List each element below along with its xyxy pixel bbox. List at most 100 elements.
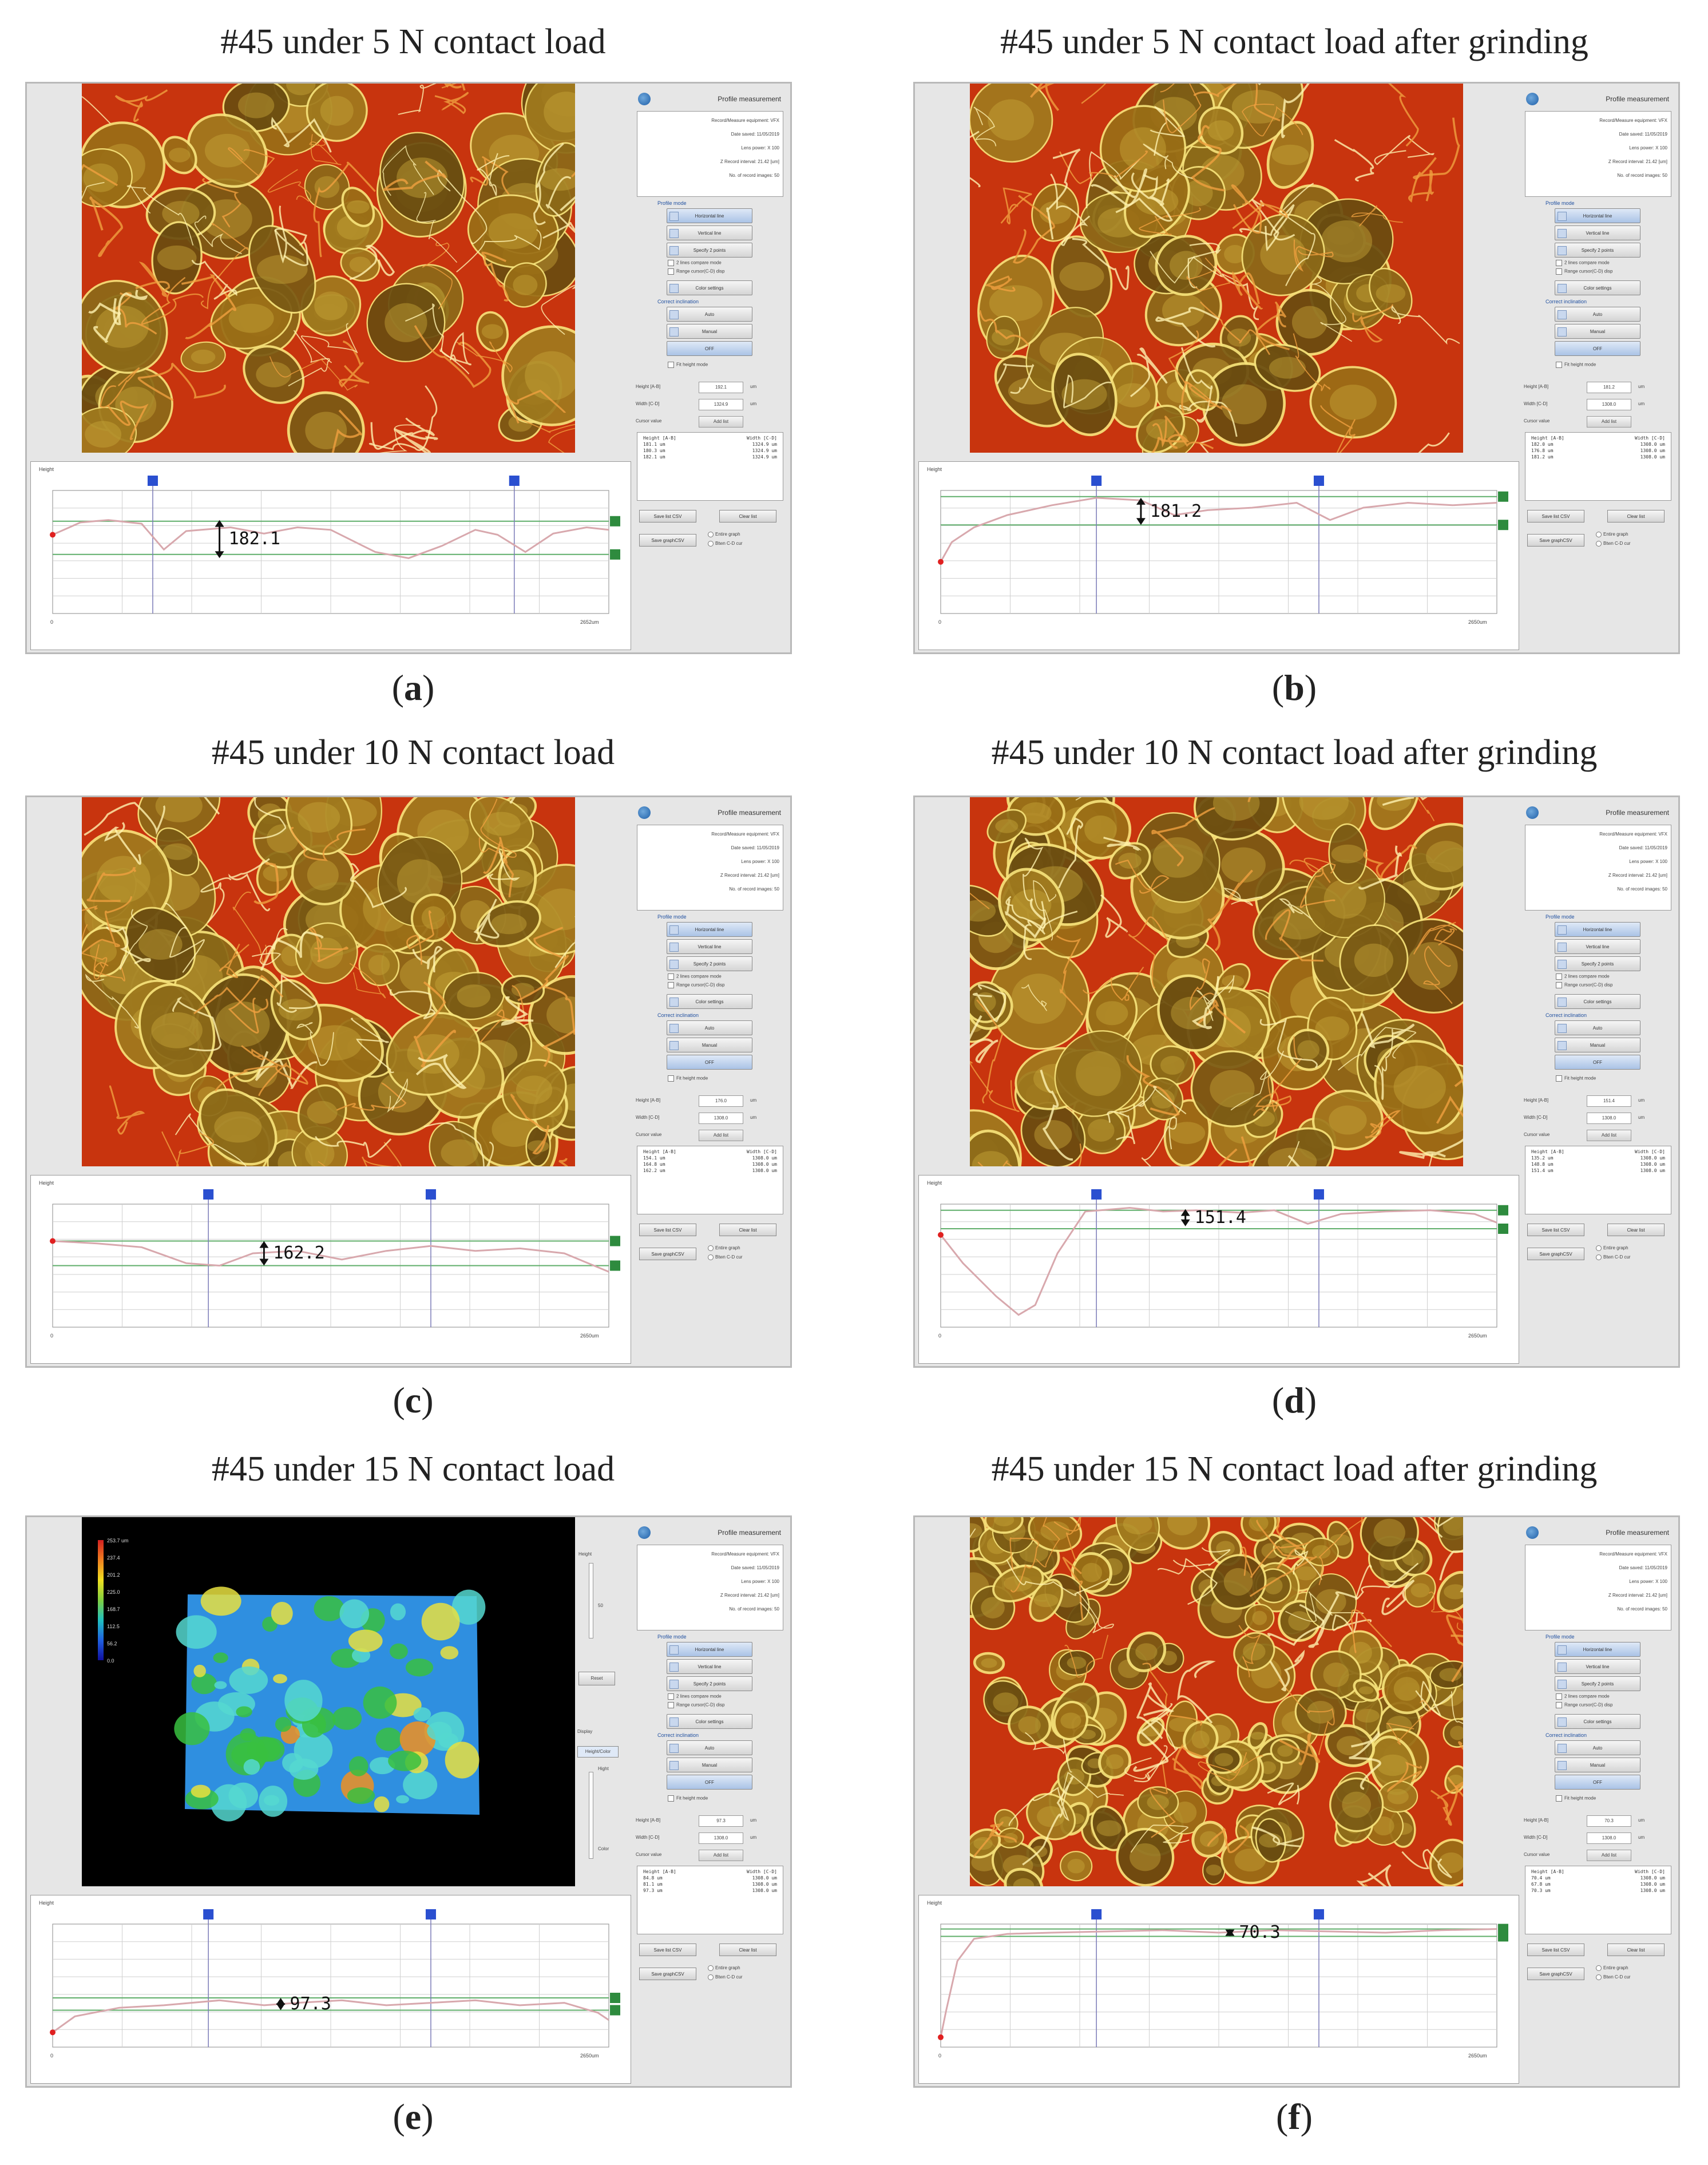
- measurement-list[interactable]: Height [A-B] Width [C-D] 154.1 um 1308.0 u…: [637, 1146, 783, 1214]
- measurement-list[interactable]: Height [A-B] Width [C-D] 135.2 um 1308.0 u…: [1525, 1146, 1671, 1214]
- clear-list-button[interactable]: Clear list: [719, 1944, 776, 1956]
- height-value-field[interactable]: 70.3: [1587, 1815, 1631, 1827]
- profile-graph[interactable]: [31, 462, 631, 650]
- save-list-csv-button[interactable]: Save list CSV: [1527, 1224, 1584, 1236]
- cursor-marker-b[interactable]: [1498, 520, 1508, 531]
- two-lines-compare-checkbox[interactable]: 2 lines compare mode: [668, 973, 787, 980]
- profile-graph[interactable]: [919, 462, 1519, 650]
- save-graph-csv-button[interactable]: Save graphCSV: [1527, 1968, 1584, 1980]
- auto-inclination-button[interactable]: Auto: [1555, 307, 1640, 322]
- clear-list-button[interactable]: Clear list: [1607, 1224, 1665, 1236]
- save-graph-csv-button[interactable]: Save graphCSV: [1527, 534, 1584, 547]
- specify-2-points-button[interactable]: Specify 2 points: [1555, 956, 1640, 971]
- list-item[interactable]: 182.1 um 1324.9 um: [643, 454, 777, 460]
- cursor-marker-c[interactable]: [1091, 1909, 1102, 1919]
- two-lines-compare-checkbox[interactable]: 2 lines compare mode: [1556, 260, 1675, 266]
- off-inclination-button[interactable]: OFF: [667, 341, 752, 356]
- clear-list-button[interactable]: Clear list: [1607, 1944, 1665, 1956]
- horizontal-line-button[interactable]: Horizontal line: [1555, 922, 1640, 937]
- save-list-csv-button[interactable]: Save list CSV: [1527, 510, 1584, 523]
- list-item[interactable]: 180.3 um 1324.9 um: [643, 448, 777, 453]
- save-graph-csv-button[interactable]: Save graphCSV: [639, 1968, 696, 1980]
- profile-graph-area[interactable]: Height 0 2652um 182.1: [30, 461, 631, 650]
- cursor-marker-c[interactable]: [147, 476, 158, 486]
- two-lines-compare-checkbox[interactable]: 2 lines compare mode: [1556, 1693, 1675, 1700]
- clear-list-button[interactable]: Clear list: [1607, 510, 1665, 523]
- add-list-button[interactable]: Add list: [699, 1130, 743, 1141]
- between-cd-radio[interactable]: Btwn C-D cur: [1596, 541, 1631, 547]
- list-item[interactable]: 162.2 um 1308.0 um: [643, 1168, 777, 1173]
- micrograph-view[interactable]: [970, 84, 1463, 453]
- cursor-marker-b[interactable]: [1498, 1931, 1508, 1942]
- auto-inclination-button[interactable]: Auto: [667, 307, 752, 322]
- micrograph-view[interactable]: [970, 797, 1463, 1166]
- off-inclination-button[interactable]: OFF: [667, 1055, 752, 1070]
- cursor-marker-d[interactable]: [1313, 1909, 1324, 1919]
- list-item[interactable]: 67.8 um 1308.0 um: [1531, 1882, 1665, 1887]
- color-slider[interactable]: [589, 1772, 593, 1859]
- width-value-field[interactable]: 1308.0: [699, 1832, 743, 1844]
- range-cursor-checkbox[interactable]: Range cursor(C-D) disp: [1556, 268, 1675, 275]
- fit-height-checkbox[interactable]: Fit height mode: [668, 362, 787, 368]
- color-settings-button[interactable]: Color settings: [667, 1714, 752, 1729]
- manual-inclination-button[interactable]: Manual: [667, 324, 752, 339]
- list-item[interactable]: 70.3 um 1308.0 um: [1531, 1888, 1665, 1893]
- entire-graph-radio[interactable]: Entire graph: [708, 1245, 740, 1251]
- width-value-field[interactable]: 1324.9: [699, 399, 743, 410]
- profile-graph[interactable]: [919, 1175, 1519, 1363]
- color-settings-button[interactable]: Color settings: [667, 994, 752, 1009]
- list-item[interactable]: 176.8 um 1308.0 um: [1531, 448, 1665, 453]
- profile-graph[interactable]: [31, 1175, 631, 1363]
- entire-graph-radio[interactable]: Entire graph: [708, 1965, 740, 1971]
- vertical-line-button[interactable]: Vertical line: [667, 939, 752, 954]
- list-item[interactable]: 84.8 um 1308.0 um: [643, 1875, 777, 1881]
- fit-height-checkbox[interactable]: Fit height mode: [1556, 1075, 1675, 1082]
- list-item[interactable]: 151.4 um 1308.0 um: [1531, 1168, 1665, 1173]
- cursor-marker-a[interactable]: [610, 1993, 620, 2003]
- list-item[interactable]: 181.1 um 1324.9 um: [643, 442, 777, 447]
- add-list-button[interactable]: Add list: [1587, 1850, 1631, 1861]
- list-item[interactable]: 164.8 um 1308.0 um: [643, 1162, 777, 1167]
- color-settings-button[interactable]: Color settings: [1555, 1714, 1640, 1729]
- two-lines-compare-checkbox[interactable]: 2 lines compare mode: [668, 260, 787, 266]
- auto-inclination-button[interactable]: Auto: [1555, 1020, 1640, 1035]
- cursor-marker-d[interactable]: [1313, 1189, 1324, 1200]
- horizontal-line-button[interactable]: Horizontal line: [1555, 1642, 1640, 1657]
- between-cd-radio[interactable]: Btwn C-D cur: [708, 541, 743, 547]
- height-value-field[interactable]: 97.3: [699, 1815, 743, 1827]
- list-item[interactable]: 70.4 um 1308.0 um: [1531, 1875, 1665, 1881]
- clear-list-button[interactable]: Clear list: [719, 510, 776, 523]
- profile-graph-area[interactable]: Height 0 2650um 162.2: [30, 1175, 631, 1364]
- cursor-marker-d[interactable]: [425, 1909, 436, 1919]
- height-slider[interactable]: [589, 1563, 593, 1638]
- save-graph-csv-button[interactable]: Save graphCSV: [639, 1248, 696, 1260]
- fit-height-checkbox[interactable]: Fit height mode: [1556, 362, 1675, 368]
- height-color-toggle[interactable]: Height/Color: [577, 1746, 619, 1758]
- vertical-line-button[interactable]: Vertical line: [1555, 225, 1640, 240]
- profile-graph-area[interactable]: Height 0 2650um 181.2: [918, 461, 1519, 650]
- specify-2-points-button[interactable]: Specify 2 points: [667, 956, 752, 971]
- profile-graph-area[interactable]: Height 0 2650um 97.3: [30, 1895, 631, 2084]
- measurement-list[interactable]: Height [A-B] Width [C-D] 182.0 um 1308.0 u…: [1525, 432, 1671, 501]
- off-inclination-button[interactable]: OFF: [667, 1775, 752, 1790]
- save-list-csv-button[interactable]: Save list CSV: [639, 510, 696, 523]
- list-item[interactable]: 148.8 um 1308.0 um: [1531, 1162, 1665, 1167]
- vertical-line-button[interactable]: Vertical line: [667, 1659, 752, 1674]
- list-item[interactable]: 181.2 um 1308.0 um: [1531, 454, 1665, 460]
- specify-2-points-button[interactable]: Specify 2 points: [1555, 1676, 1640, 1691]
- manual-inclination-button[interactable]: Manual: [1555, 1758, 1640, 1772]
- add-list-button[interactable]: Add list: [1587, 1130, 1631, 1141]
- height-value-field[interactable]: 151.4: [1587, 1095, 1631, 1107]
- horizontal-line-button[interactable]: Horizontal line: [1555, 208, 1640, 223]
- cursor-marker-d[interactable]: [509, 476, 520, 486]
- range-cursor-checkbox[interactable]: Range cursor(C-D) disp: [668, 1702, 787, 1708]
- width-value-field[interactable]: 1308.0: [1587, 399, 1631, 410]
- reset-view-button[interactable]: Reset: [578, 1672, 615, 1685]
- cursor-marker-c[interactable]: [203, 1909, 214, 1919]
- add-list-button[interactable]: Add list: [699, 416, 743, 428]
- auto-inclination-button[interactable]: Auto: [1555, 1740, 1640, 1755]
- cursor-marker-a[interactable]: [610, 1236, 620, 1246]
- between-cd-radio[interactable]: Btwn C-D cur: [708, 1974, 743, 1980]
- two-lines-compare-checkbox[interactable]: 2 lines compare mode: [668, 1693, 787, 1700]
- specify-2-points-button[interactable]: Specify 2 points: [667, 1676, 752, 1691]
